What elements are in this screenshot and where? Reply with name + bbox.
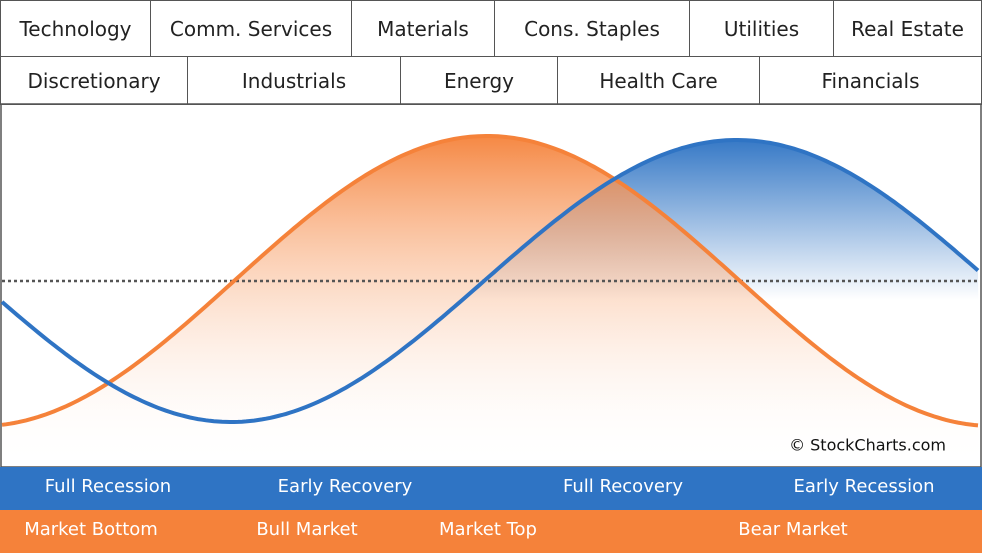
market-curve [1, 134, 979, 428]
market-phase: Bull Market [256, 519, 358, 540]
economy-curve [0, 138, 980, 424]
economic-phase: Full Recession [44, 476, 172, 497]
market-phase: Market Top [439, 519, 537, 540]
sector-cell: Real Estate [833, 0, 982, 57]
economic-phase: Early Recovery [277, 476, 413, 497]
sector-cell: Energy [400, 56, 558, 105]
sector-cell: Materials [351, 0, 495, 57]
orange-area [2, 136, 980, 466]
copyright: © StockCharts.com [789, 436, 946, 455]
economic-phase: Full Recovery [563, 476, 683, 497]
market-band [0, 510, 982, 553]
economic-phase: Early Recession [793, 476, 935, 497]
sector-cell: Financials [759, 56, 982, 105]
market-phase: Bear Market [738, 519, 848, 540]
market-phase: Market Bottom [24, 519, 158, 540]
economy-band [0, 467, 982, 510]
